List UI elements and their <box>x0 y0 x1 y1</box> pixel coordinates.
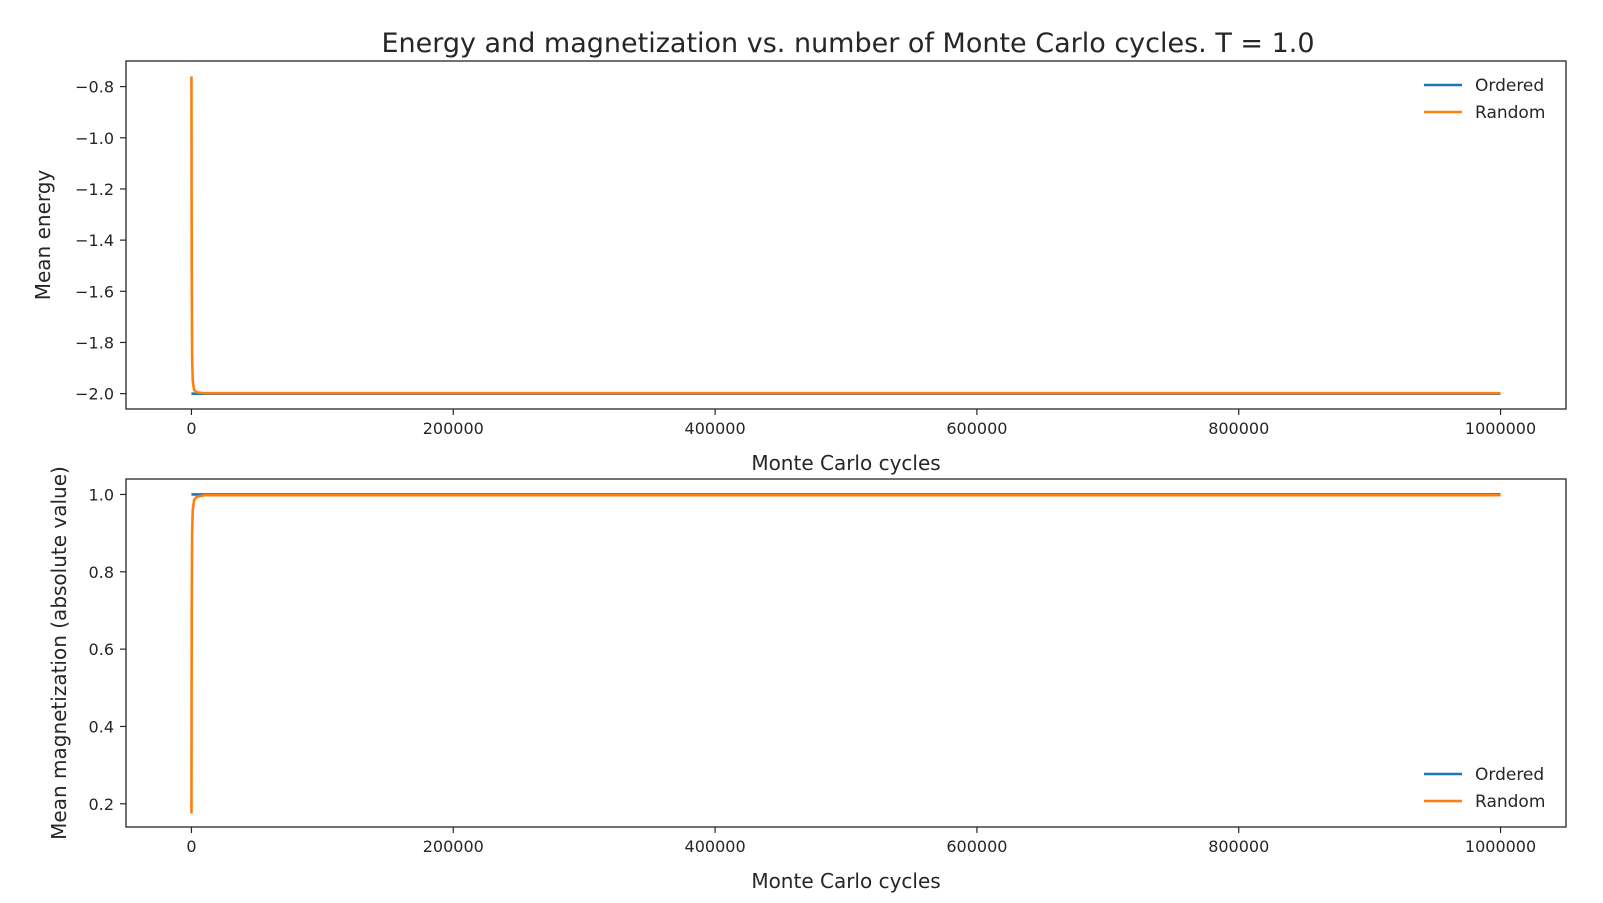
legend-label-random: Random <box>1475 103 1545 123</box>
energy-x-ticks: 0 200000 400000 600000 800000 1000000 <box>186 409 1536 438</box>
y-tick-label: −1.0 <box>75 129 114 148</box>
magnetization-series-lines <box>190 493 1501 814</box>
y-tick-label: 0.8 <box>89 563 114 582</box>
magnetization-x-axis-label: Monte Carlo cycles <box>751 869 940 893</box>
y-tick-label: 1.0 <box>89 485 114 504</box>
magnetization-axes: 0 200000 400000 600000 800000 1000000 0.20.40… <box>47 466 1567 893</box>
x-tick-label: 200000 <box>423 837 484 856</box>
energy-x-axis-label: Monte Carlo cycles <box>751 451 940 475</box>
y-tick-label: −1.6 <box>75 282 114 301</box>
energy-plot-frame <box>125 60 1567 410</box>
legend-label-ordered: Ordered <box>1475 76 1544 96</box>
magnetization-legend: Ordered Random <box>1424 765 1545 812</box>
x-tick-label: 1000000 <box>1465 837 1536 856</box>
energy-series-lines <box>190 76 1501 395</box>
legend-label-ordered: Ordered <box>1475 765 1544 785</box>
x-tick-label: 800000 <box>1208 837 1269 856</box>
energy-legend: Ordered Random <box>1424 76 1545 123</box>
x-tick-label: 0 <box>186 837 196 856</box>
y-tick-label: −1.2 <box>75 180 114 199</box>
figure-title: Energy and magnetization vs. number of M… <box>381 28 1314 59</box>
series-line-random <box>190 493 1501 814</box>
magnetization-y-axis-label: Mean magnetization (absolute value) <box>47 466 71 840</box>
x-tick-label: 200000 <box>423 419 484 438</box>
series-line-random <box>190 76 1501 395</box>
x-tick-label: 600000 <box>946 837 1007 856</box>
x-tick-label: 400000 <box>685 419 746 438</box>
y-tick-label: 0.4 <box>89 717 114 736</box>
y-tick-label: −2.0 <box>75 385 114 404</box>
magnetization-plot-frame <box>125 478 1567 828</box>
energy-y-axis-label: Mean energy <box>31 170 55 301</box>
x-tick-label: 1000000 <box>1465 419 1536 438</box>
magnetization-x-ticks: 0 200000 400000 600000 800000 1000000 <box>186 827 1536 856</box>
energy-axes: 0 200000 400000 600000 800000 1000000 −0.8 −1.… <box>31 60 1567 475</box>
energy-y-ticks: −0.8 −1.0 −1.2 −1.4 −1.6 −1.8 −2.0 <box>75 78 126 404</box>
y-tick-label: −1.4 <box>75 231 114 250</box>
magnetization-y-ticks: 0.2 0.4 0.6 0.8 1.0 <box>89 485 126 814</box>
y-tick-label: −1.8 <box>75 333 114 352</box>
y-tick-label: −0.8 <box>75 78 114 97</box>
x-tick-label: 400000 <box>685 837 746 856</box>
x-tick-label: 800000 <box>1208 419 1269 438</box>
y-tick-label: 0.2 <box>89 795 114 814</box>
y-tick-label: 0.6 <box>89 640 114 659</box>
x-tick-label: 0 <box>186 419 196 438</box>
x-tick-label: 600000 <box>946 419 1007 438</box>
legend-label-random: Random <box>1475 792 1545 812</box>
